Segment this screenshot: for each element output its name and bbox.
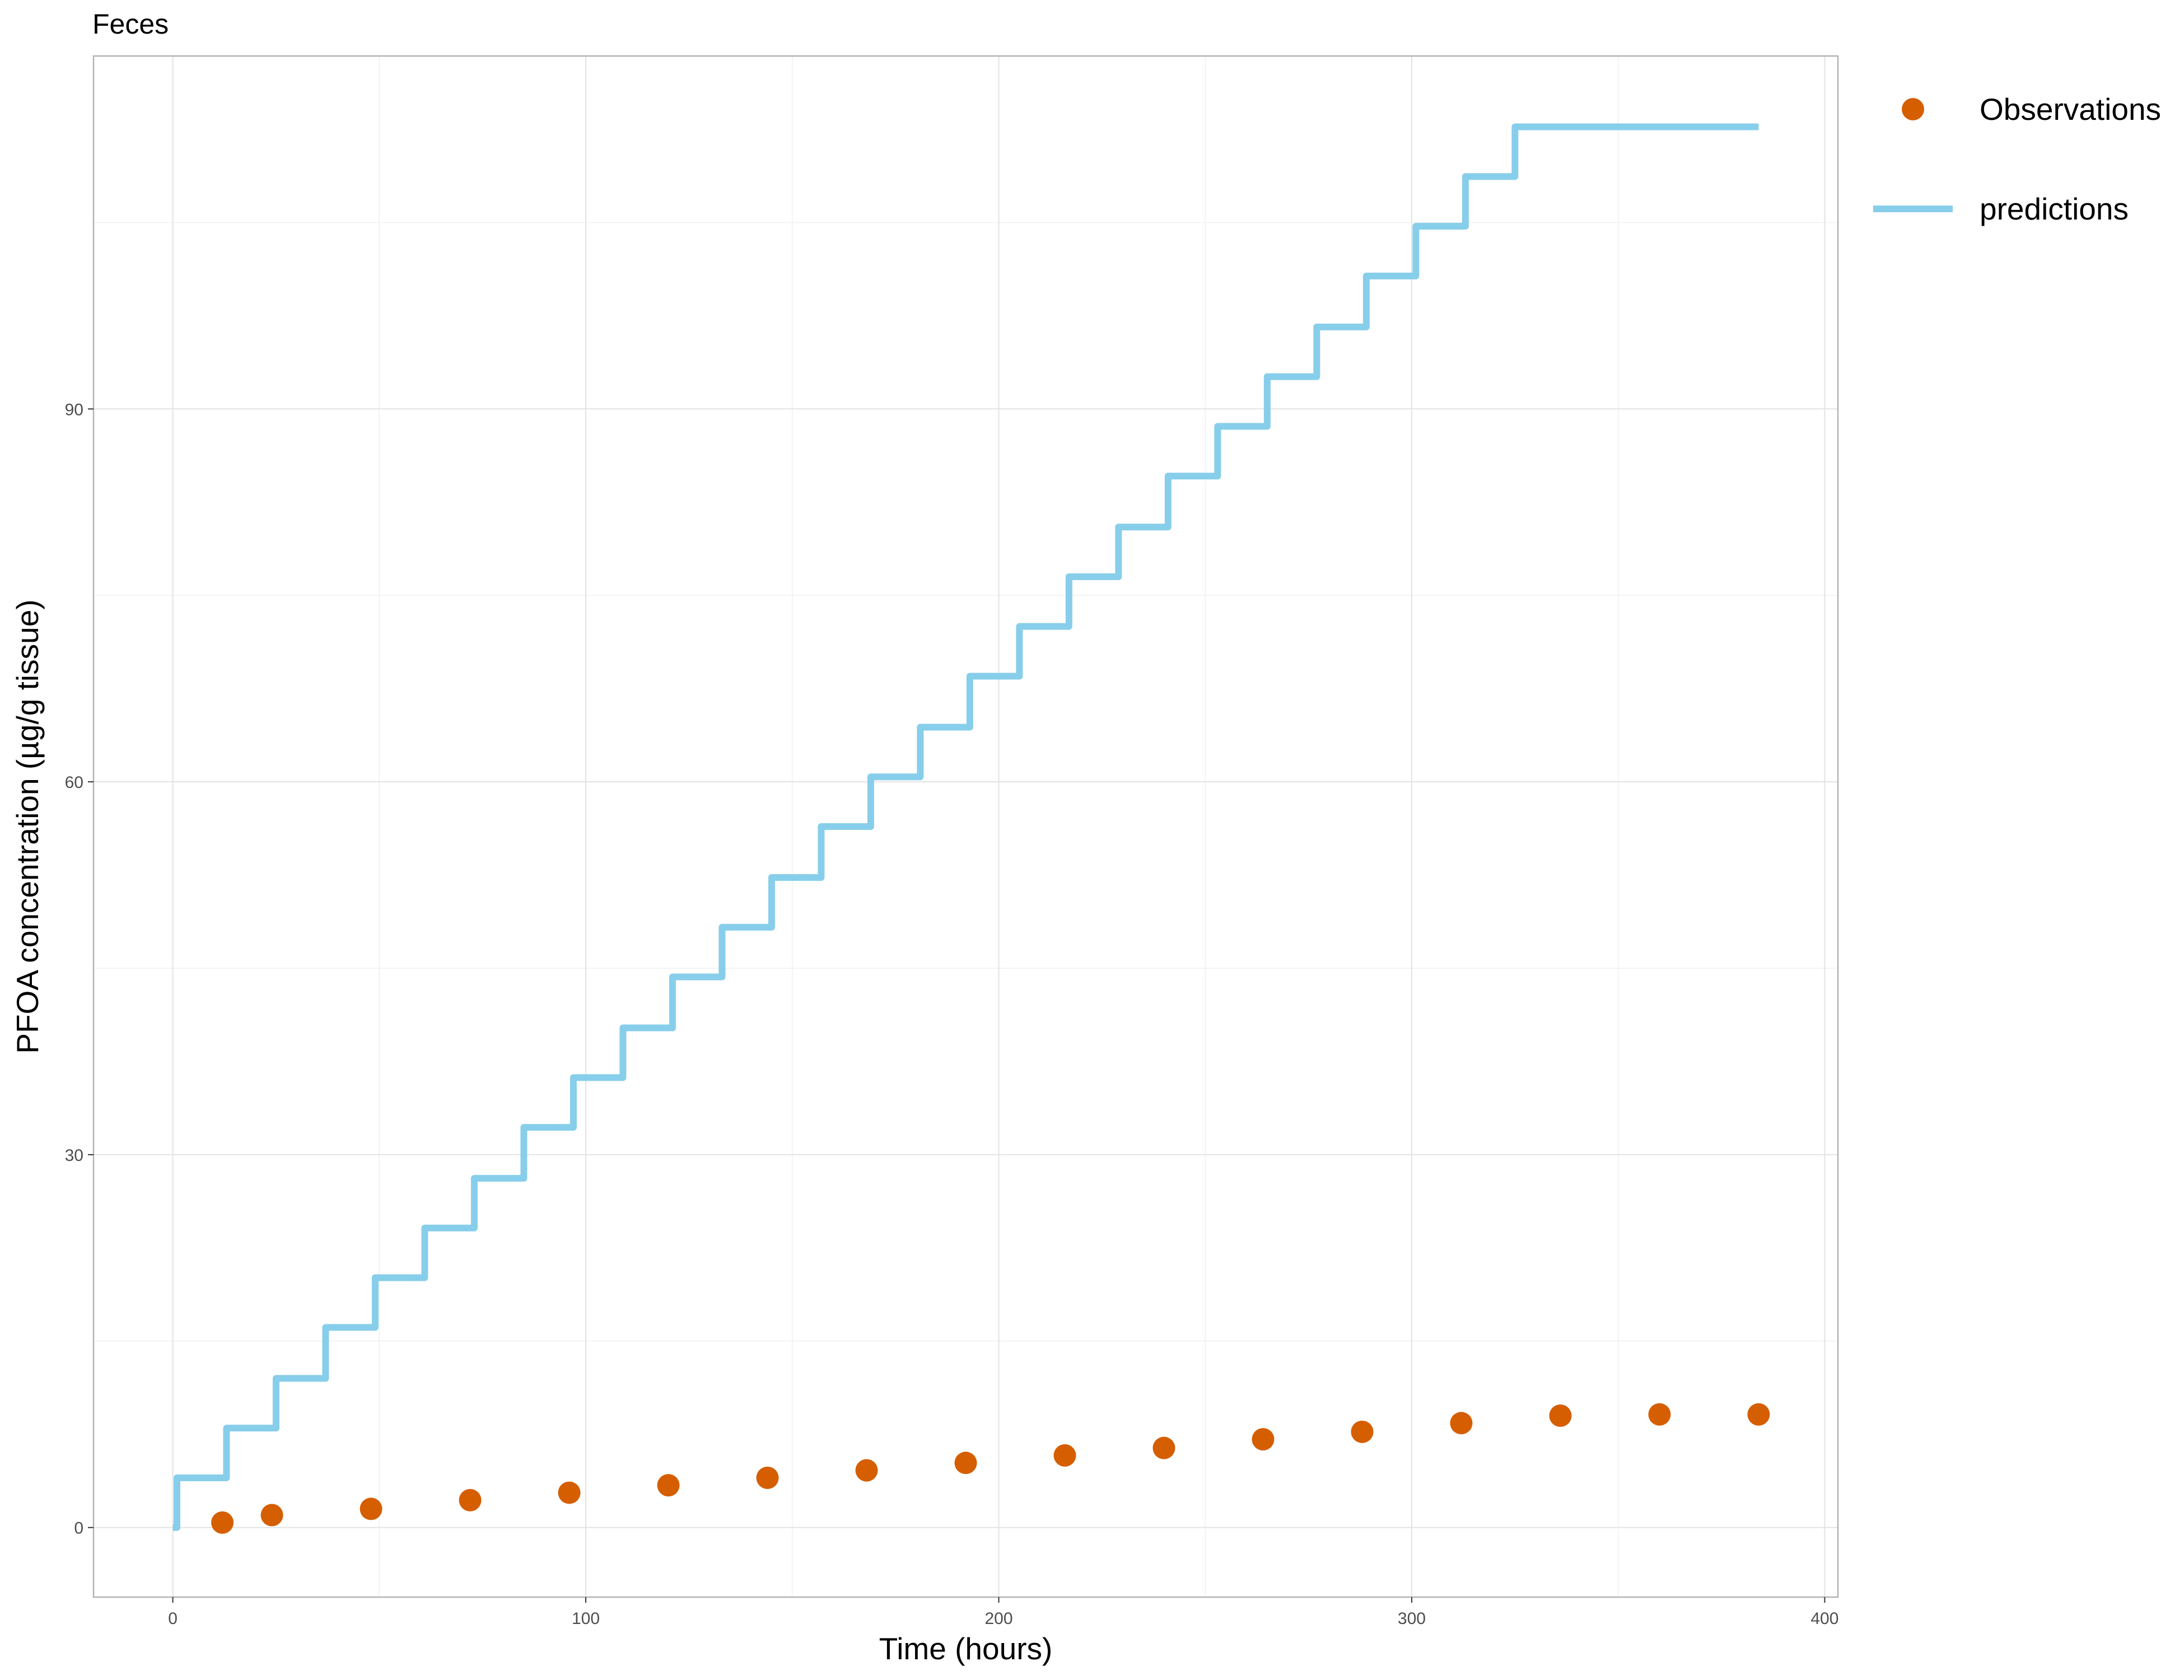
observation-point	[1549, 1404, 1572, 1427]
observation-point	[657, 1474, 680, 1497]
y-tick-label: 90	[65, 400, 83, 419]
observation-point	[459, 1488, 482, 1511]
y-axis-title: PFOA concentration (µg/g tissue)	[10, 599, 45, 1053]
y-axis: 0 30 60 90	[65, 400, 94, 1538]
x-axis: 0 100 200 300 400	[168, 1597, 1838, 1628]
grid-lines	[94, 56, 1838, 1597]
legend: Observations predictions	[1873, 92, 2161, 226]
observation-point	[1648, 1403, 1671, 1426]
observation-point	[1152, 1436, 1175, 1459]
y-tick-label: 0	[74, 1519, 83, 1538]
observation-point	[1747, 1403, 1770, 1426]
observation-point	[954, 1452, 977, 1474]
predictions-line	[172, 123, 1759, 1531]
panel-background	[94, 56, 1838, 1597]
x-tick-label: 200	[984, 1609, 1012, 1628]
series-layer	[172, 123, 1770, 1534]
observation-point	[1252, 1428, 1275, 1451]
observation-point	[360, 1497, 382, 1520]
observation-point	[1053, 1444, 1076, 1467]
legend-label: Observations	[1980, 92, 2161, 127]
plot-panel	[92, 55, 1839, 1598]
legend-key-observations	[1902, 98, 1924, 120]
observation-point	[260, 1504, 283, 1527]
observation-point	[1450, 1412, 1473, 1435]
observation-point	[756, 1466, 779, 1489]
observation-point	[558, 1481, 581, 1504]
x-tick-label: 100	[572, 1609, 600, 1628]
x-tick-label: 300	[1398, 1609, 1426, 1628]
y-tick-label: 30	[65, 1146, 83, 1165]
observation-point	[211, 1511, 234, 1534]
x-tick-label: 0	[168, 1609, 178, 1628]
panel-border	[92, 55, 1839, 1598]
chart-title: Feces	[92, 8, 169, 40]
x-tick-label: 400	[1810, 1609, 1838, 1628]
observation-point	[855, 1459, 878, 1482]
observation-point	[1351, 1420, 1374, 1443]
x-axis-title: Time (hours)	[879, 1631, 1053, 1666]
y-tick-label: 60	[65, 773, 83, 792]
legend-label: predictions	[1980, 192, 2129, 226]
